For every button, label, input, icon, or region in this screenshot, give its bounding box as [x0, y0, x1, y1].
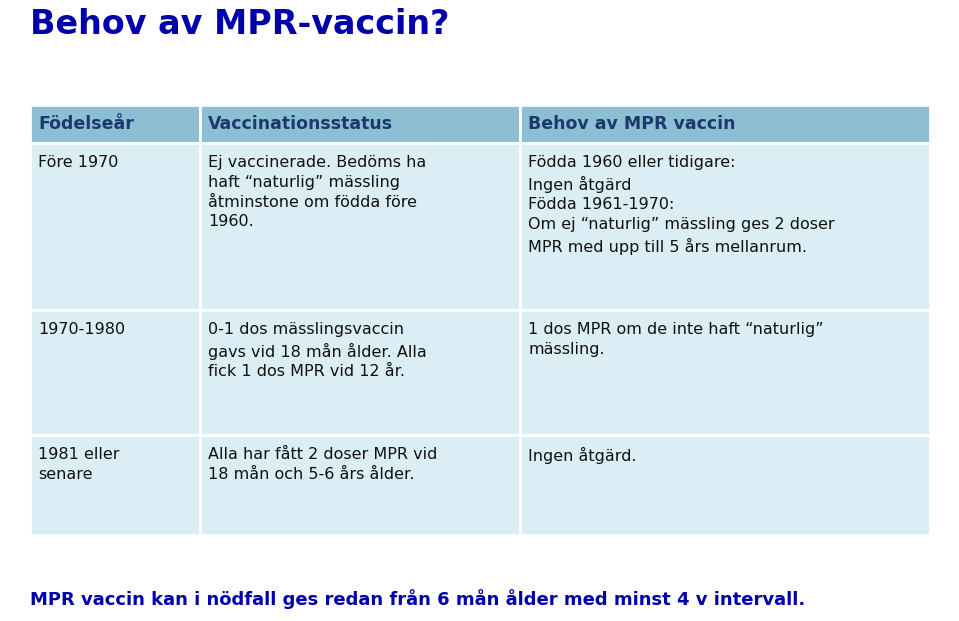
Text: 1981 eller
senare: 1981 eller senare: [38, 447, 120, 482]
Text: Ej vaccinerade. Bedöms ha
haft “naturlig” mässling
åtminstone om födda före
1960: Ej vaccinerade. Bedöms ha haft “naturlig…: [208, 155, 426, 229]
Text: Födda 1960 eller tidigare:
Ingen åtgärd
Födda 1961-1970:
Om ej “naturlig” mässli: Födda 1960 eller tidigare: Ingen åtgärd …: [528, 155, 834, 255]
Bar: [30, 310, 200, 435]
Bar: [520, 310, 930, 435]
Text: MPR vaccin kan i nödfall ges redan från 6 mån ålder med minst 4 v intervall.: MPR vaccin kan i nödfall ges redan från …: [30, 589, 806, 609]
Text: Alla har fått 2 doser MPR vid
18 mån och 5-6 års ålder.: Alla har fått 2 doser MPR vid 18 mån och…: [208, 447, 437, 482]
Bar: [200, 435, 520, 535]
Bar: [200, 310, 520, 435]
Text: 0-1 dos mässlingsvaccin
gavs vid 18 mån ålder. Alla
fick 1 dos MPR vid 12 år.: 0-1 dos mässlingsvaccin gavs vid 18 mån …: [208, 322, 427, 379]
Text: Vaccinationsstatus: Vaccinationsstatus: [208, 115, 393, 133]
Bar: [520, 435, 930, 535]
Bar: [200, 105, 520, 143]
Text: Före 1970: Före 1970: [38, 155, 118, 170]
Text: Behov av MPR vaccin: Behov av MPR vaccin: [528, 115, 736, 133]
Text: 1 dos MPR om de inte haft “naturlig”
mässling.: 1 dos MPR om de inte haft “naturlig” mäs…: [528, 322, 824, 357]
Bar: [200, 143, 520, 310]
Bar: [520, 105, 930, 143]
Text: Behov av MPR-vaccin?: Behov av MPR-vaccin?: [30, 8, 450, 41]
Bar: [30, 435, 200, 535]
Text: Födelseår: Födelseår: [38, 115, 134, 133]
Bar: [520, 143, 930, 310]
Bar: [30, 105, 200, 143]
Bar: [30, 143, 200, 310]
Text: 1970-1980: 1970-1980: [38, 322, 125, 337]
Text: Ingen åtgärd.: Ingen åtgärd.: [528, 447, 637, 464]
